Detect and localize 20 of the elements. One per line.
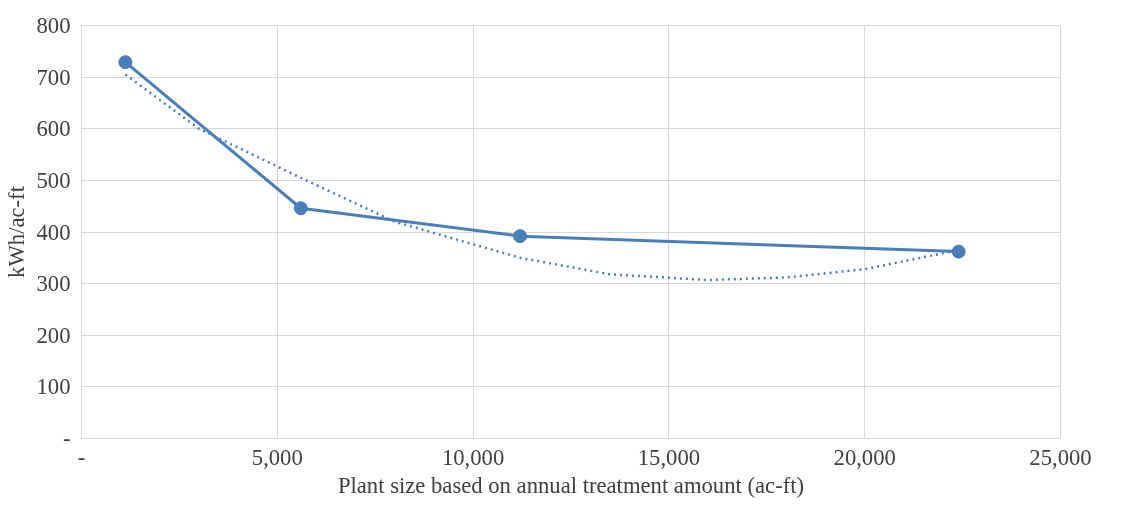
point	[118, 55, 133, 70]
x-tick-label: 20,000	[833, 444, 896, 470]
y-tick-label: 500	[36, 167, 71, 193]
y-tick-label: 100	[36, 374, 71, 400]
x-tick-label: 10,000	[441, 444, 505, 470]
y-axis-title: kWh/ac-ft	[3, 185, 29, 278]
point	[513, 229, 528, 244]
y-tick-label: 800	[36, 13, 71, 38]
x-tick-label: 25,000	[1029, 444, 1092, 470]
x-axis-title: Plant size based on annual treatment amount (ac-ft)	[337, 472, 805, 498]
point	[951, 244, 966, 259]
x-tick-label: 5,000	[251, 444, 303, 470]
x-tick-label: 15,000	[637, 444, 701, 470]
y-tick-label: 300	[36, 271, 71, 297]
y-tick-label: -	[62, 426, 71, 451]
point	[293, 201, 308, 216]
y-tick-label: 600	[36, 116, 71, 142]
y-tick-label: 700	[36, 64, 71, 90]
y-tick-label: 200	[36, 322, 71, 348]
y-tick-label: 400	[36, 219, 71, 245]
